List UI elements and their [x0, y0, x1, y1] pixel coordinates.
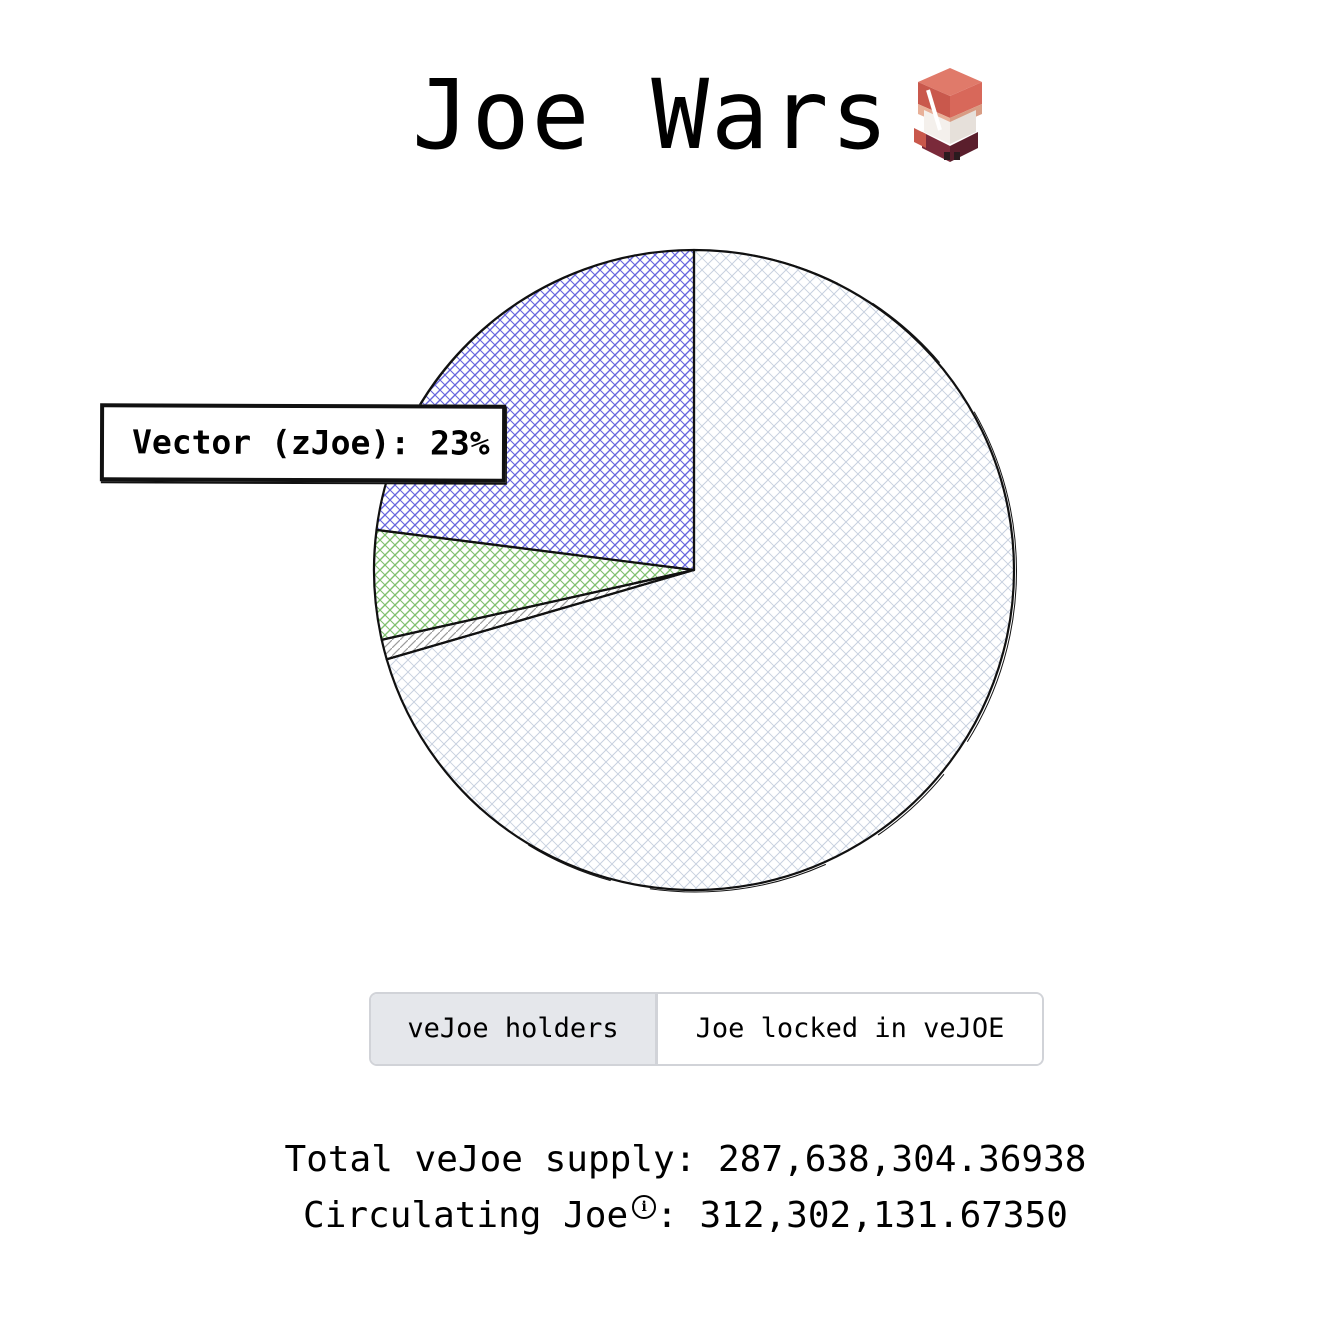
page-title: Joe Wars — [412, 59, 891, 171]
pie-slice[interactable] — [386, 250, 1014, 891]
view-toggle: veJoe holders Joe locked in veJOE — [369, 992, 1044, 1066]
total-supply-label: Total veJoe supply: — [284, 1139, 718, 1180]
circulating-line: Circulating Joe i: 312,302,131.67350 — [30, 1188, 1341, 1244]
total-supply-line: Total veJoe supply: 287,638,304.36938 — [30, 1132, 1341, 1188]
tab-vejoe-holders[interactable]: veJoe holders — [371, 994, 658, 1064]
pie-slice[interactable] — [373, 529, 694, 640]
total-supply-value: 287,638,304.36938 — [718, 1139, 1087, 1180]
circulating-label: Circulating Joe — [303, 1195, 629, 1236]
pie-slice[interactable] — [376, 250, 695, 570]
dwarf-mascot-icon — [914, 68, 982, 162]
chart-tooltip: Vector (zJoe): 23% — [99, 403, 507, 483]
pie-slice-outline — [385, 248, 1016, 892]
header: Joe Wars — [0, 60, 1341, 170]
pie-chart — [372, 248, 1017, 893]
pie-sketch-outline — [374, 249, 1017, 893]
tab-joe-locked[interactable]: Joe locked in veJOE — [658, 994, 1042, 1064]
info-icon[interactable]: i — [632, 1195, 657, 1219]
circulating-value: : 312,302,131.67350 — [656, 1195, 1068, 1236]
supply-stats: Total veJoe supply: 287,638,304.36938 Ci… — [0, 1132, 1341, 1244]
